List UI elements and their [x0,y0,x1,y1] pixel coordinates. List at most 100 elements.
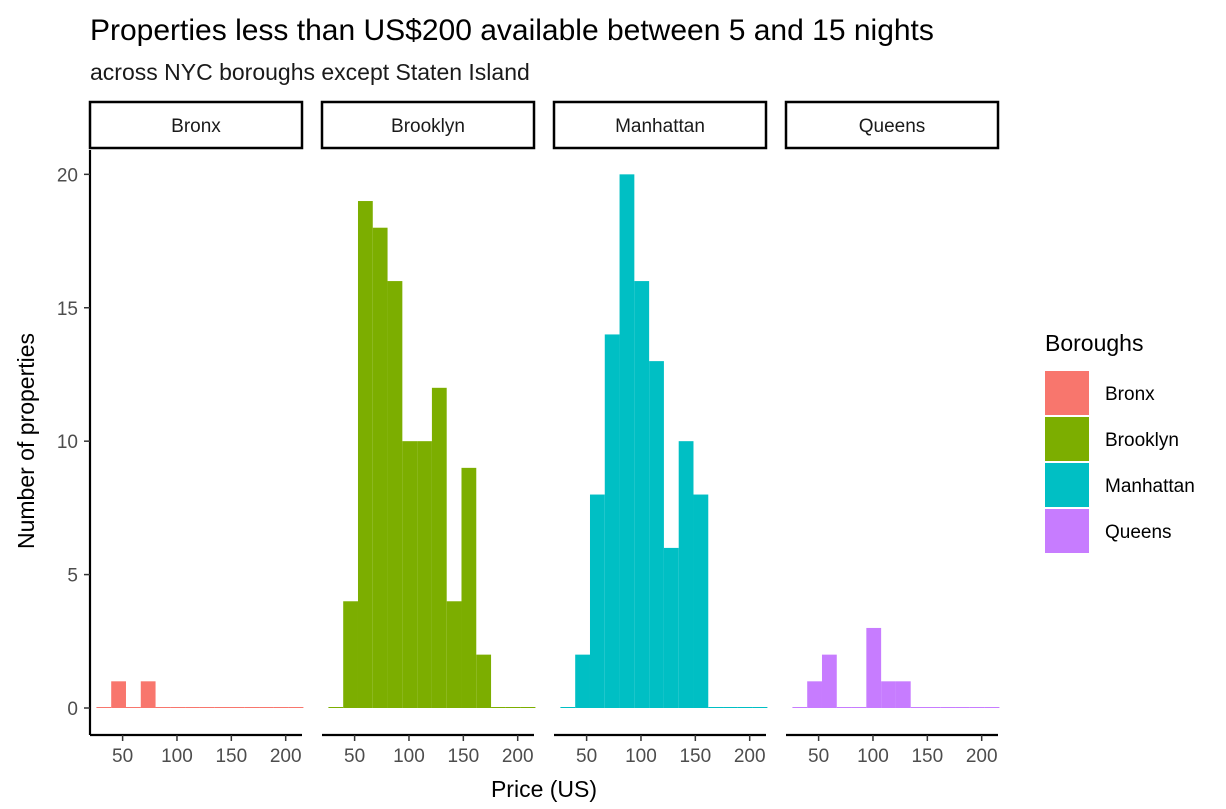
legend-label-brooklyn: Brooklyn [1105,430,1179,451]
y-tick-label: 0 [67,699,78,720]
histogram-bar [836,707,852,708]
histogram-bar [96,707,112,708]
legend-label-manhattan: Manhattan [1105,476,1195,497]
histogram-bar [649,361,664,708]
histogram-bar [170,707,186,708]
histogram-bar [461,467,477,708]
histogram-bar [229,707,245,708]
histogram-bar [328,707,344,708]
facet-strip [88,100,304,150]
histogram-bar [955,707,970,708]
histogram-bar [807,681,822,708]
histogram-bar [619,174,635,708]
histogram-bar [505,707,521,708]
legend-label-bronx: Bronx [1105,384,1155,405]
legend-swatch-manhattan [1045,463,1089,507]
x-tick-label: 150 [911,746,943,767]
histogram-bar [589,494,605,708]
legend-swatch-bronx [1045,371,1089,415]
x-tick-label: 100 [625,746,657,767]
histogram-bar [693,494,709,708]
histogram-bar [881,681,896,708]
facet-panel-manhattan: Manhattan 50 100 150 200 [552,100,768,767]
x-tick-label: 200 [966,746,998,767]
legend-swatch-queens [1045,509,1089,553]
facet-strip-label: Bronx [171,116,221,137]
legend-label-queens: Queens [1105,522,1172,543]
facet-strip [552,100,768,150]
x-tick-label: 200 [502,746,534,767]
histogram-bar [851,707,867,708]
x-tick-label: 150 [447,746,479,767]
histogram-bar [125,707,141,708]
facet-strip-label: Queens [859,116,926,137]
histogram-bar [476,654,492,708]
histogram-bar [387,281,403,708]
histogram-bar [520,707,536,708]
facet-strip-label: Brooklyn [391,116,465,137]
chart-subtitle: across NYC boroughs except Staten Island [90,59,530,85]
x-tick-label: 200 [734,746,766,767]
histogram-bar [431,387,447,708]
legend-swatch-brooklyn [1045,417,1089,461]
x-tick-label: 50 [344,746,365,767]
histogram-bar [446,601,462,708]
y-axis: 0 5 10 15 20 [57,150,92,735]
histogram-bar [940,707,956,708]
histogram-bar [343,601,358,708]
histogram-bar [821,654,837,708]
histogram-bar [925,707,941,708]
histogram-bar [288,707,304,708]
histogram-bar [895,681,911,708]
histogram-bar [199,707,215,708]
x-tick-label: 100 [161,746,193,767]
histogram-bar [737,707,753,708]
y-axis-title: Number of properties [13,333,39,549]
legend: Bronx Brooklyn Manhattan Queens [1045,371,1195,553]
histogram-bar [866,627,882,708]
histogram-bar [155,707,171,708]
histogram-bar [357,201,373,708]
histogram-bar [259,707,274,708]
x-axis-title: Price (US) [491,776,597,802]
x-tick-label: 150 [215,746,247,767]
histogram-bar [663,547,679,708]
histogram-bar [708,707,724,708]
histogram-bar [491,707,506,708]
x-tick-label: 50 [576,746,597,767]
histogram-bar [910,707,926,708]
histogram-bar [560,707,576,708]
y-tick-label: 20 [57,165,78,186]
histogram-bar [634,281,650,708]
y-tick-label: 15 [57,299,78,320]
histogram-bar [111,681,126,708]
chart-title: Properties less than US$200 available be… [90,14,934,47]
facet-panel-bronx: Bronx 50 100 150 200 [88,100,304,767]
histogram-bar [678,441,694,708]
facet-strip-label: Manhattan [615,116,705,137]
histogram-bar [792,707,808,708]
histogram-bar [214,707,230,708]
y-tick-label: 5 [67,566,78,587]
x-tick-label: 150 [679,746,711,767]
histogram-bar [402,441,418,708]
histogram-bar [723,707,738,708]
facet-panel-queens: Queens 50 100 150 200 [784,100,1000,767]
x-tick-label: 50 [112,746,133,767]
histogram-bar [273,707,289,708]
y-tick-label: 10 [57,432,78,453]
legend-title: Boroughs [1045,330,1143,356]
histogram-bar [140,681,156,708]
histogram-bar [969,707,985,708]
x-tick-label: 200 [270,746,302,767]
facet-strip [784,100,1000,150]
x-tick-label: 100 [393,746,425,767]
histogram-bar [575,654,590,708]
x-tick-label: 50 [808,746,829,767]
histogram-bar [604,334,620,708]
x-tick-label: 100 [857,746,889,767]
histogram-bar [185,707,200,708]
facet-panel-brooklyn: Brooklyn 50 100 150 200 [320,100,536,767]
